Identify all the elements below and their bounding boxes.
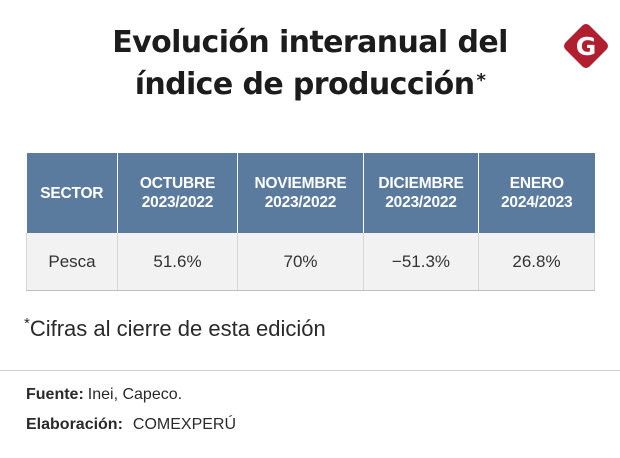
column-header-octubre-period: 2023/2022 bbox=[141, 194, 214, 211]
credit-value: COMEXPERÚ bbox=[132, 416, 237, 433]
column-header-diciembre-month: DICIEMBRE bbox=[378, 175, 464, 192]
column-header-sector-label: SECTOR bbox=[40, 184, 104, 202]
cell-value-diciembre: −51.3% bbox=[363, 233, 479, 291]
chart-title-line-2-text: índice de producción bbox=[134, 67, 475, 102]
column-header-diciembre-period: 2023/2022 bbox=[385, 194, 457, 211]
credit-label: Elaboración: bbox=[26, 416, 123, 433]
source-label: Fuente: bbox=[26, 386, 84, 403]
logo-diamond bbox=[564, 24, 608, 68]
cell-sector: Pesca bbox=[26, 233, 118, 291]
cell-value-enero: 26.8% bbox=[478, 233, 595, 291]
table-header-row: SECTOR OCTUBRE 2023/2022 NOVIEMBRE 2023/… bbox=[26, 153, 595, 233]
cell-value-octubre: 51.6% bbox=[117, 233, 238, 291]
chart-title-asterisk: * bbox=[476, 70, 486, 91]
chart-title-line-2: índice de producción * bbox=[0, 64, 620, 106]
source-value: Inei, Capeco. bbox=[87, 386, 183, 403]
production-index-table: SECTOR OCTUBRE 2023/2022 NOVIEMBRE 2023/… bbox=[26, 153, 595, 291]
column-header-noviembre-month: NOVIEMBRE bbox=[254, 175, 347, 192]
divider bbox=[0, 370, 620, 371]
column-header-noviembre: NOVIEMBRE 2023/2022 bbox=[237, 153, 364, 233]
g-diamond-logo-icon: G bbox=[564, 24, 608, 68]
column-header-noviembre-period: 2023/2022 bbox=[264, 194, 337, 211]
column-header-enero-month: ENERO bbox=[509, 175, 564, 192]
footnote-asterisk: * bbox=[24, 315, 30, 332]
source-line: Fuente: Inei, Capeco. bbox=[26, 386, 182, 404]
column-header-octubre-month: OCTUBRE bbox=[139, 175, 216, 192]
credit-line: Elaboración: COMEXPERÚ bbox=[26, 416, 236, 434]
column-header-sector: SECTOR bbox=[26, 153, 118, 233]
cell-value-noviembre: 70% bbox=[237, 233, 364, 291]
chart-title-line-1: Evolución interanual del bbox=[112, 25, 508, 60]
table-row: Pesca 51.6% 70% −51.3% 26.8% bbox=[26, 233, 595, 291]
footnote-text: Cifras al cierre de esta edición bbox=[29, 316, 326, 341]
column-header-diciembre: DICIEMBRE 2023/2022 bbox=[363, 153, 479, 233]
column-header-enero: ENERO 2024/2023 bbox=[478, 153, 595, 233]
footnote: *Cifras al cierre de esta edición bbox=[24, 315, 326, 342]
chart-title: Evolución interanual del índice de produ… bbox=[0, 22, 620, 106]
column-header-octubre: OCTUBRE 2023/2022 bbox=[117, 153, 238, 233]
logo-letter: G bbox=[576, 32, 597, 61]
column-header-enero-period: 2024/2023 bbox=[501, 194, 573, 211]
